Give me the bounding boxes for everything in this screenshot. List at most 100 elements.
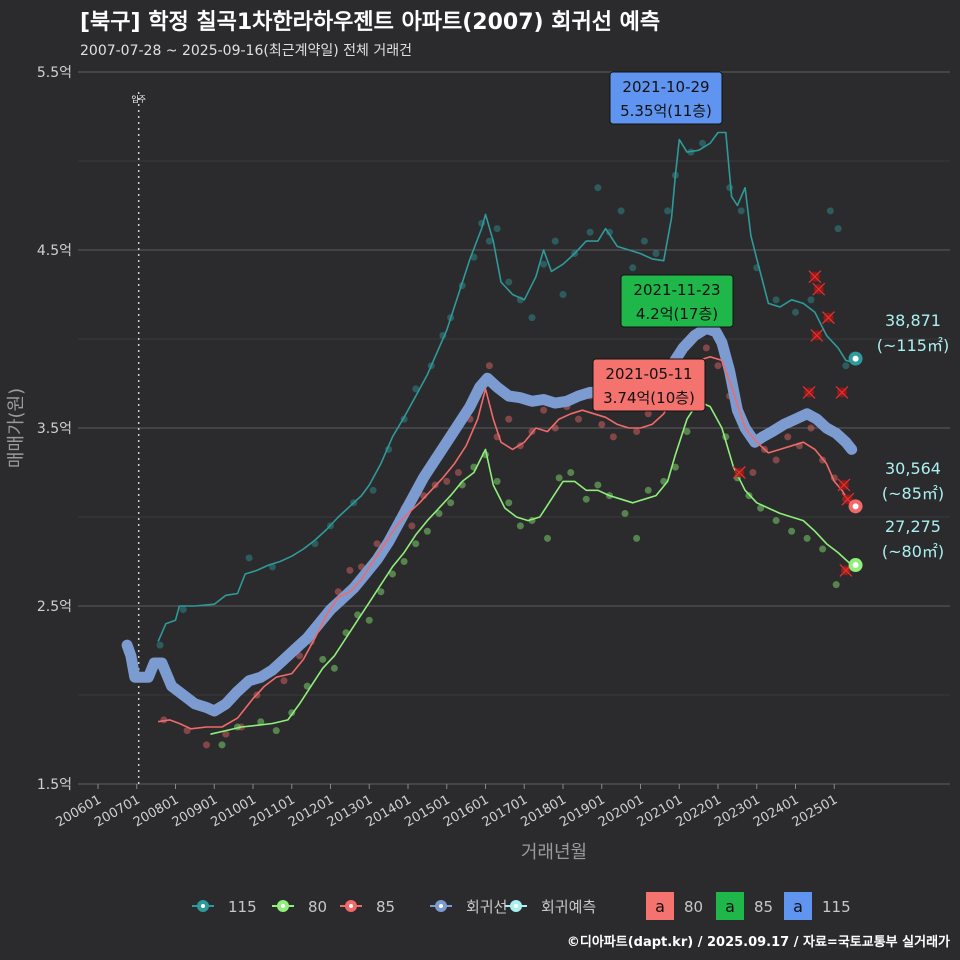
scatter-point-80 (319, 655, 327, 663)
forecast-size-label: (~85㎡) (882, 484, 944, 503)
scatter-point-80 (567, 469, 575, 476)
forecast-size-label: (~80㎡) (882, 542, 944, 561)
scatter-point-85 (505, 415, 513, 423)
scatter-point-80 (423, 527, 431, 535)
scatter-point-80 (218, 741, 226, 749)
scatter-point-115 (664, 207, 672, 215)
scatter-point-85 (633, 428, 641, 436)
scatter-point-115 (594, 184, 602, 192)
scatter-point-115 (807, 296, 815, 304)
scatter-point-80 (772, 517, 780, 525)
scatter-point-115 (156, 641, 164, 649)
scatter-point-80 (389, 570, 396, 578)
forecast-point-core-80 (852, 562, 859, 569)
scatter-point-115 (842, 362, 850, 370)
scatter-point-115 (369, 486, 377, 494)
scatter-point-80 (544, 534, 551, 542)
source-caption: ©디아파트(dapt.kr) / 2025.09.17 / 자료=국토교통부 실… (566, 935, 950, 950)
max-annotation-price: 5.35억(11층) (620, 102, 712, 120)
y-tick-label: 3.5억 (37, 421, 72, 437)
scatter-point-85 (609, 433, 617, 441)
legend-marker-core (281, 904, 285, 908)
scatter-point-85 (408, 522, 416, 530)
scatter-point-115 (586, 228, 594, 236)
scatter-point-85 (183, 727, 191, 735)
scatter-point-80 (683, 428, 691, 436)
max-annotation-date: 2021-11-23 (633, 281, 720, 299)
move-in-label: 입주 (131, 95, 146, 104)
scatter-point-115 (245, 554, 253, 562)
legend-marker-core (514, 904, 518, 908)
max-annotation-price: 4.2억(17층) (636, 305, 718, 323)
scatter-point-115 (179, 606, 187, 614)
scatter-point-80 (819, 545, 827, 553)
series-line-80 (210, 400, 853, 735)
legend-box-glyph: a (655, 897, 665, 916)
legend-label-115: 115 (228, 898, 257, 916)
scatter-point-85 (575, 415, 582, 423)
scatter-point-85 (222, 730, 230, 738)
x-axis-title: 거래년월 (521, 842, 587, 863)
scatter-point-80 (832, 581, 840, 589)
scatter-point-80 (671, 463, 679, 471)
scatter-point-80 (788, 527, 796, 535)
legend-label-회귀예측: 회귀예측 (541, 898, 596, 916)
forecast-point-core-115 (852, 355, 859, 362)
scatter-point-80 (757, 504, 765, 512)
scatter-point-85 (540, 406, 548, 414)
scatter-point-80 (594, 481, 602, 489)
max-annotation-box-115 (609, 71, 723, 125)
max-annotation-box-85 (620, 274, 734, 328)
scatter-point-80 (516, 522, 524, 530)
scatter-point-85 (714, 362, 722, 370)
scatter-point-85 (784, 433, 792, 441)
cancelled-cross (821, 311, 835, 325)
legend-marker-core (439, 904, 443, 908)
scatter-point-115 (772, 296, 780, 304)
scatter-point-80 (365, 616, 373, 624)
scatter-point-85 (203, 741, 210, 749)
scatter-point-80 (633, 534, 641, 542)
scatter-point-115 (412, 385, 420, 393)
scatter-point-115 (652, 250, 660, 258)
legend-box-label-85: 85 (754, 898, 773, 916)
scatter-point-85 (485, 362, 493, 370)
scatter-point-80 (621, 509, 629, 517)
legend-box-label-115: 115 (822, 898, 851, 916)
forecast-point-core-85 (852, 503, 859, 510)
scatter-point-80 (303, 682, 311, 690)
scatter-point-80 (272, 727, 280, 735)
scatter-point-85 (454, 469, 462, 476)
scatter-point-80 (493, 477, 501, 485)
scatter-point-80 (555, 474, 563, 482)
scatter-point-80 (377, 588, 385, 596)
y-axis-title: 매매가(원) (6, 388, 27, 468)
scatter-point-115 (485, 237, 493, 245)
scatter-point-80 (400, 558, 408, 565)
forecast-value-label: 30,564 (885, 459, 941, 478)
scatter-point-85 (749, 469, 757, 476)
scatter-point-85 (702, 344, 710, 352)
legend-label-80: 80 (308, 898, 327, 916)
scatter-point-115 (640, 237, 648, 245)
series-line-115 (157, 131, 852, 642)
scatter-point-115 (834, 225, 842, 233)
scatter-point-85 (373, 540, 381, 548)
cancelled-cross (810, 328, 824, 342)
chart-title: [북구] 학정 칠곡1차한라하우젠트 아파트(2007) 회귀선 예측 (80, 10, 661, 35)
scatter-point-80 (644, 486, 652, 494)
max-annotation-price: 3.74억(10층) (603, 389, 695, 407)
series-line-85 (157, 356, 853, 730)
scatter-point-80 (412, 540, 420, 548)
scatter-point-85 (346, 566, 354, 574)
scatter-point-85 (644, 410, 652, 418)
cancelled-cross (837, 478, 851, 492)
y-tick-label: 5.5억 (37, 65, 72, 81)
forecast-value-label: 38,871 (885, 311, 941, 330)
legend-label-회귀선: 회귀선 (466, 898, 507, 916)
cancelled-cross (808, 270, 822, 284)
cancelled-cross (732, 466, 746, 479)
scatter-point-115 (792, 308, 799, 316)
y-tick-label: 1.5억 (37, 777, 72, 793)
scatter-point-115 (737, 207, 745, 215)
